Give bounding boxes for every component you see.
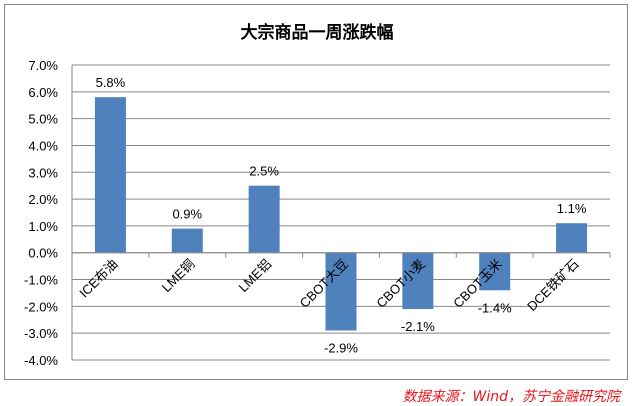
data-label: 0.9% xyxy=(172,207,202,222)
y-tick-label: -4.0% xyxy=(24,353,58,368)
y-tick-label: 6.0% xyxy=(28,85,58,100)
source-note: 数据来源：Wind，苏宁金融研究院 xyxy=(402,389,621,405)
data-label: -2.9% xyxy=(324,341,358,356)
bar xyxy=(556,223,588,253)
y-tick-label: 3.0% xyxy=(28,165,58,180)
data-label: 5.8% xyxy=(96,75,126,90)
data-label: -2.1% xyxy=(401,319,435,334)
category-label: LME铝 xyxy=(236,256,275,295)
data-label: -1.4% xyxy=(478,300,512,315)
y-tick-label: -2.0% xyxy=(24,299,58,314)
y-tick-label: -3.0% xyxy=(24,326,58,341)
data-label: 2.5% xyxy=(249,164,279,179)
bar xyxy=(94,97,126,253)
chart-frame xyxy=(4,4,628,380)
category-label: LME铜 xyxy=(159,256,198,295)
y-tick-label: 1.0% xyxy=(28,219,58,234)
bar xyxy=(402,252,434,310)
data-label: 1.1% xyxy=(557,201,587,216)
category-label: DCE铁矿石 xyxy=(524,256,582,314)
bar xyxy=(171,228,203,253)
category-label: ICE布油 xyxy=(76,256,120,300)
y-tick-label: 0.0% xyxy=(28,246,58,261)
y-tick-label: 5.0% xyxy=(28,112,58,127)
bar xyxy=(248,185,280,253)
y-tick-label: 4.0% xyxy=(28,138,58,153)
bar xyxy=(325,252,357,331)
y-tick-label: 2.0% xyxy=(28,192,58,207)
y-tick-label: 7.0% xyxy=(28,58,58,73)
y-tick-label: -1.0% xyxy=(24,273,58,288)
bar xyxy=(479,252,511,291)
chart-title: 大宗商品一周涨跌幅 xyxy=(241,22,394,43)
